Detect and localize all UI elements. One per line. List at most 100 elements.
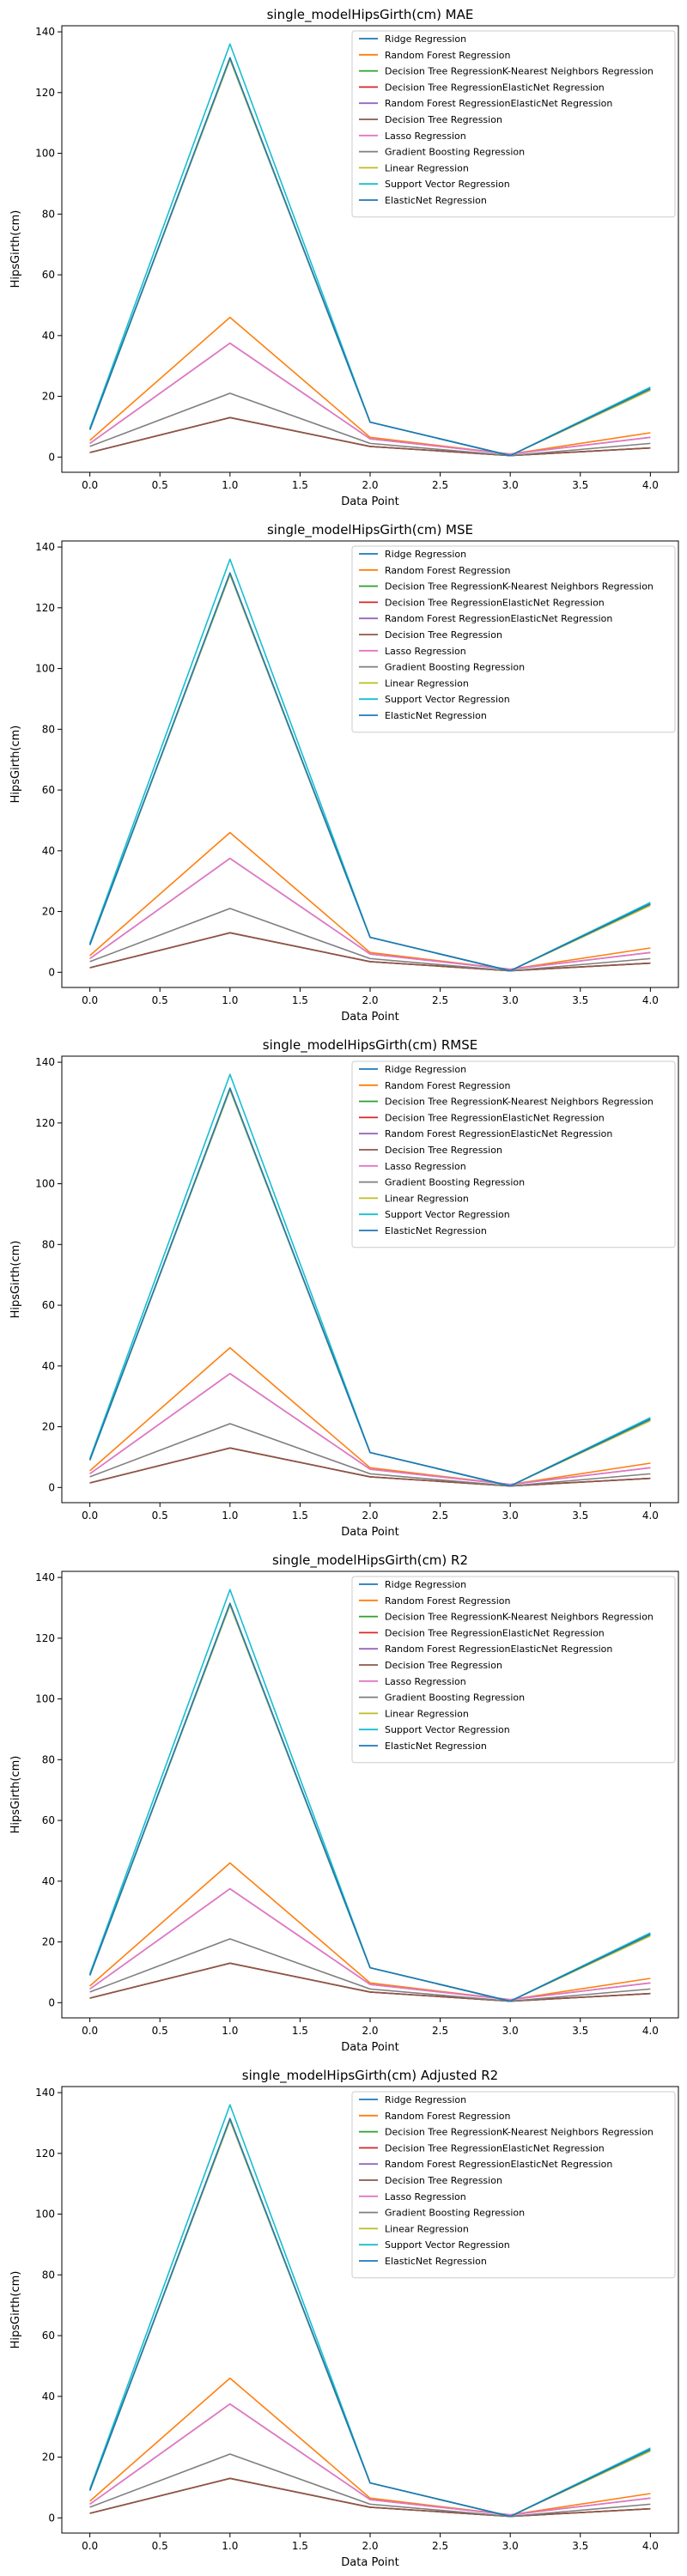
chart-panel: single_modelHipsGirth(cm) RMSE 0.0 0.5 1.0 1…	[0, 1030, 687, 1546]
y-tick-label: 120	[35, 602, 55, 614]
y-tick-label: 40	[42, 330, 55, 342]
series-line	[89, 908, 651, 972]
series-line	[89, 416, 651, 457]
y-axis-label: HipsGirth(cm)	[9, 726, 22, 804]
legend-label: Decision Tree Regression	[385, 1660, 502, 1671]
y-tick-label: 140	[35, 541, 55, 553]
x-tick-label: 3.5	[572, 2540, 588, 2552]
legend-label: Lasso Regression	[385, 131, 466, 142]
legend-label: Decision Tree RegressionK-Nearest Neighb…	[385, 66, 654, 77]
legend-label: Linear Regression	[385, 2223, 469, 2234]
y-tick-label: 140	[35, 1056, 55, 1068]
line-chart: single_modelHipsGirth(cm) MAE 0.0 0.5 1.0 1.…	[9, 7, 679, 508]
y-tick-label: 100	[35, 1178, 55, 1190]
series-line	[88, 2117, 651, 2518]
y-tick-label: 80	[42, 1238, 55, 1250]
y-tick-label: 20	[42, 2451, 55, 2464]
series-line	[88, 1602, 651, 2002]
legend: Ridge Regression Random Forest Regression…	[351, 2091, 676, 2279]
line-chart: single_modelHipsGirth(cm) MSE 0.0 0.5 1.0 1.…	[9, 522, 679, 1024]
series-line	[89, 1372, 651, 1485]
legend-label: Random Forest RegressionElasticNet Regre…	[385, 1128, 612, 1139]
series-group	[88, 43, 651, 457]
series-group	[88, 2104, 651, 2518]
legend-label: Decision Tree RegressionK-Nearest Neighb…	[385, 1612, 654, 1623]
legend-label: Random Forest RegressionElasticNet Regre…	[385, 1643, 612, 1655]
legend-label: Gradient Boosting Regression	[385, 2208, 525, 2219]
y-tick-label: 80	[42, 208, 55, 220]
legend-box	[351, 30, 676, 218]
legend-label: ElasticNet Regression	[385, 710, 487, 721]
y-tick-label: 100	[35, 1693, 55, 1705]
x-tick-label: 3.0	[502, 2025, 519, 2037]
y-tick-label: 120	[35, 1117, 55, 1129]
legend-label: Ridge Regression	[385, 1064, 466, 1075]
y-tick-label: 0	[48, 966, 55, 978]
legend: Ridge Regression Random Forest Regression…	[351, 1576, 676, 1764]
series-group	[88, 558, 651, 972]
series-line	[89, 831, 651, 970]
legend-label: Random Forest RegressionElasticNet Regre…	[385, 613, 612, 624]
legend-label: Lasso Regression	[385, 1676, 466, 1687]
legend-label: Random Forest Regression	[385, 565, 510, 576]
y-tick-label: 120	[35, 1632, 55, 1644]
x-tick-label: 4.0	[642, 1510, 659, 1522]
y-tick-label: 0	[48, 1996, 55, 2008]
legend-label: Gradient Boosting Regression	[385, 662, 525, 673]
chart-panel: single_modelHipsGirth(cm) Adjusted R2 0.0…	[0, 2061, 687, 2576]
chart-title: single_modelHipsGirth(cm) RMSE	[263, 1037, 477, 1054]
x-tick-label: 2.0	[362, 2025, 378, 2037]
series-line	[88, 1087, 651, 1487]
chart-title: single_modelHipsGirth(cm) Adjusted R2	[242, 2068, 498, 2084]
y-tick-label: 0	[48, 1481, 55, 1493]
x-tick-label: 4.0	[642, 479, 659, 491]
x-tick-label: 0.5	[152, 479, 168, 491]
y-tick-label: 20	[42, 1421, 55, 1433]
x-tick-label: 1.0	[222, 2025, 238, 2037]
chart-title: single_modelHipsGirth(cm) MAE	[267, 7, 474, 23]
legend-label: Decision Tree Regression	[385, 114, 502, 125]
series-line	[89, 1862, 651, 2001]
y-tick-label: 120	[35, 2148, 55, 2160]
series-line	[89, 316, 651, 455]
x-tick-label: 1.5	[292, 2025, 308, 2037]
y-tick-label: 140	[35, 26, 55, 38]
y-tick-label: 100	[35, 148, 55, 160]
legend-label: Decision Tree RegressionK-Nearest Neighb…	[385, 1097, 654, 1108]
series-line	[88, 57, 651, 457]
series-line	[89, 1962, 651, 2002]
legend-label: Linear Regression	[385, 162, 469, 173]
chart-panel: single_modelHipsGirth(cm) MAE 0.0 0.5 1.0 1.…	[0, 0, 687, 515]
x-tick-label: 3.0	[502, 479, 519, 491]
legend: Ridge Regression Random Forest Regression…	[351, 545, 676, 733]
y-tick-label: 40	[42, 845, 55, 857]
x-tick-label: 1.5	[292, 479, 308, 491]
x-axis-label: Data Point	[341, 2041, 398, 2054]
x-tick-label: 0.5	[152, 1510, 168, 1522]
series-line	[89, 1447, 651, 1487]
legend-label: Random Forest Regression	[385, 1595, 510, 1607]
y-tick-label: 40	[42, 1360, 55, 1372]
legend-label: Support Vector Regression	[385, 1209, 510, 1220]
y-tick-label: 80	[42, 2269, 55, 2281]
x-axis-label: Data Point	[341, 2556, 398, 2569]
series-line	[89, 1938, 651, 2002]
legend-label: Decision Tree RegressionElasticNet Regre…	[385, 597, 605, 608]
chart-title: single_modelHipsGirth(cm) MSE	[267, 522, 473, 538]
legend-label: Support Vector Regression	[385, 2239, 510, 2251]
x-tick-label: 2.5	[432, 994, 448, 1006]
x-tick-label: 0.0	[82, 2025, 98, 2037]
legend-label: Gradient Boosting Regression	[385, 147, 525, 158]
legend-label: Linear Regression	[385, 1708, 469, 1719]
legend-label: ElasticNet Regression	[385, 2256, 487, 2267]
legend-label: Decision Tree RegressionElasticNet Regre…	[385, 82, 605, 93]
line-chart: single_modelHipsGirth(cm) Adjusted R2 0.0…	[9, 2068, 679, 2569]
x-tick-label: 2.5	[432, 2025, 448, 2037]
legend: Ridge Regression Random Forest Regression…	[351, 30, 676, 218]
x-tick-label: 1.0	[222, 479, 238, 491]
y-tick-label: 40	[42, 2391, 55, 2403]
y-axis-label: HipsGirth(cm)	[9, 210, 22, 289]
y-tick-label: 60	[42, 784, 55, 796]
x-tick-label: 4.0	[642, 2025, 659, 2037]
x-axis-label: Data Point	[341, 1011, 398, 1024]
